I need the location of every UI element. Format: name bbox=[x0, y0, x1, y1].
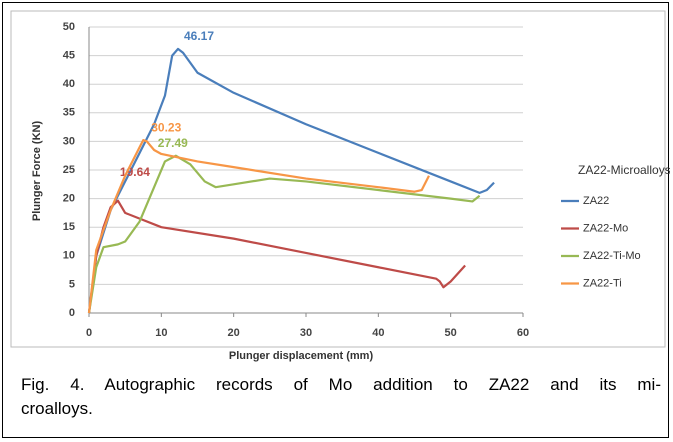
x-tick-label: 20 bbox=[228, 327, 240, 339]
legend-label: ZA22-Mo bbox=[583, 222, 628, 234]
caption-line: Fig. 4. Autographic records of Mo additi… bbox=[21, 375, 661, 394]
peak-label: 30.23 bbox=[151, 120, 181, 134]
y-tick-label: 10 bbox=[63, 250, 75, 262]
chart-frame bbox=[10, 10, 666, 348]
y-tick-label: 45 bbox=[63, 50, 75, 62]
y-tick-label: 20 bbox=[63, 193, 75, 205]
x-tick-label: 30 bbox=[300, 327, 312, 339]
y-tick-label: 35 bbox=[63, 107, 75, 119]
x-axis-label: Plunger displacement (mm) bbox=[229, 350, 374, 362]
legend-title: ZA22-Microalloys bbox=[578, 163, 670, 177]
peak-label: 46.17 bbox=[184, 29, 214, 43]
y-tick-label: 30 bbox=[63, 135, 75, 147]
series-line bbox=[87, 47, 495, 314]
x-tick-label: 60 bbox=[517, 327, 529, 339]
series-line bbox=[87, 154, 481, 314]
legend-label: ZA22-Ti-Mo bbox=[583, 250, 641, 262]
x-tick-label: 10 bbox=[155, 327, 167, 339]
y-tick-label: 25 bbox=[63, 164, 75, 176]
peak-label: 19.64 bbox=[120, 165, 150, 179]
x-tick-label: 50 bbox=[445, 327, 457, 339]
caption-line: croalloys. bbox=[21, 399, 93, 418]
y-tick-label: 5 bbox=[69, 278, 75, 290]
y-tick-label: 40 bbox=[63, 78, 75, 90]
series-line bbox=[87, 138, 430, 314]
legend-label: ZA22 bbox=[583, 195, 609, 207]
chart: Plunger displacement (mm) Plunger Force … bbox=[10, 10, 670, 362]
x-tick-label: 0 bbox=[86, 327, 92, 339]
y-axis-label: Plunger Force (KN) bbox=[31, 121, 43, 222]
y-tick-label: 0 bbox=[69, 307, 75, 319]
y-tick-label: 15 bbox=[63, 221, 75, 233]
y-tick-label: 50 bbox=[63, 21, 75, 33]
legend-label: ZA22-Ti bbox=[583, 277, 622, 289]
peak-label: 27.49 bbox=[158, 136, 188, 150]
x-tick-label: 40 bbox=[372, 327, 384, 339]
figure: Plunger displacement (mm) Plunger Force … bbox=[2, 2, 670, 438]
series-line bbox=[87, 199, 466, 314]
